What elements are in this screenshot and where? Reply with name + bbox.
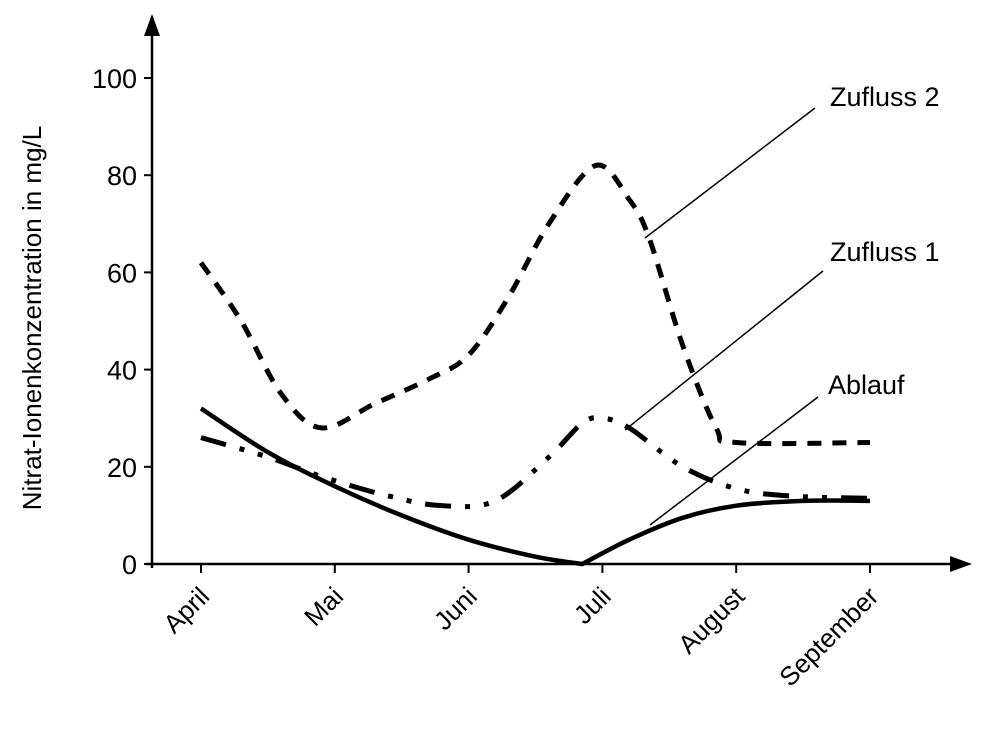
y-tick-label: 80 <box>107 161 137 191</box>
y-axis: 0 20 40 60 80 100 <box>92 14 160 580</box>
x-tick-label: September <box>773 581 884 692</box>
label-zufluss-1: Zufluss 1 <box>830 237 940 267</box>
series-layer <box>198 162 871 567</box>
x-tick-label: Juni <box>428 581 483 636</box>
x-axis-arrow-icon <box>950 556 972 572</box>
label-ablauf: Ablauf <box>828 370 905 400</box>
leader-line-zufluss-1 <box>624 270 824 431</box>
y-tick-label: 60 <box>107 258 137 288</box>
label-zufluss-2: Zufluss 2 <box>830 82 940 112</box>
series-ablauf-line <box>199 406 871 567</box>
series-zufluss-2-line <box>198 162 871 447</box>
x-tick-label: Mai <box>298 581 349 632</box>
leader-line-zufluss-2 <box>644 107 816 239</box>
x-tick-label: August <box>672 580 751 659</box>
y-tick-label: 40 <box>107 356 137 386</box>
leader-line-ablauf <box>649 396 819 526</box>
y-tick-label: 0 <box>122 550 137 580</box>
leader-lines <box>624 107 824 526</box>
y-tick-label: 20 <box>107 453 137 483</box>
x-tick-label: Juli <box>568 581 617 630</box>
y-tick-label: 100 <box>92 64 137 94</box>
x-tick-label: April <box>157 581 215 639</box>
y-axis-title: Nitrat-Ionenkonzentration in mg/L <box>17 126 47 510</box>
y-axis-arrow-icon <box>144 14 160 36</box>
x-axis: April Mai Juni Juli August September <box>146 556 972 692</box>
series-zufluss-1-line <box>200 415 871 510</box>
